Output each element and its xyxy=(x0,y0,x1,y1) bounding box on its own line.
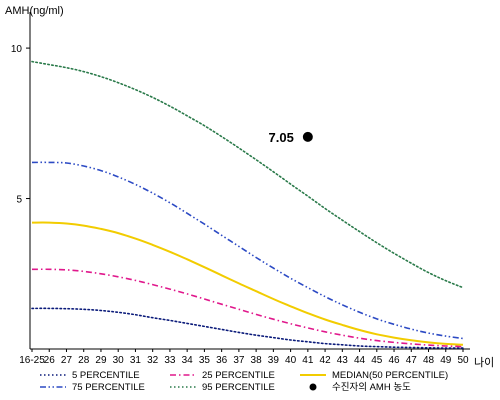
patient-point xyxy=(302,131,313,142)
x-tick-label: 33 xyxy=(164,355,176,366)
point-annotation: 7.05 xyxy=(269,130,294,145)
x-tick-label: 37 xyxy=(233,355,245,366)
x-tick-label: 48 xyxy=(423,355,435,366)
legend: 5 PERCENTILE 25 PERCENTILE MEDIAN(50 PERCE… xyxy=(40,370,448,393)
x-tick-label: 47 xyxy=(406,355,418,366)
x-tick-label: 16-25 xyxy=(19,355,45,366)
y-tick-label: 10 xyxy=(11,44,23,55)
x-tick-label: 43 xyxy=(337,355,349,366)
series-line-0 xyxy=(31,307,464,349)
x-tick-label: 36 xyxy=(216,355,228,366)
x-tick-label: 34 xyxy=(182,355,194,366)
x-tick-label: 49 xyxy=(440,355,452,366)
legend-label-1: 25 PERCENTILE xyxy=(202,370,275,381)
x-tick-label: 35 xyxy=(199,355,211,366)
x-tick-label: 40 xyxy=(285,355,297,366)
x-tick-label: 46 xyxy=(388,355,400,366)
x-tick-label: 32 xyxy=(147,355,159,366)
x-tick-label: 44 xyxy=(354,355,366,366)
x-tick-label: 31 xyxy=(130,355,142,366)
series-line-2 xyxy=(31,221,464,346)
y-tick-label: 5 xyxy=(16,195,22,206)
x-axis-label: 나이 xyxy=(474,356,494,369)
series-line-3 xyxy=(31,161,464,340)
legend-label-0: 5 PERCENTILE xyxy=(72,370,140,381)
x-tick-label: 26 xyxy=(44,355,56,366)
x-tick-label: 29 xyxy=(95,355,107,366)
x-tick-label: 42 xyxy=(320,355,332,366)
series-line-1 xyxy=(31,268,464,348)
legend-label-2: MEDIAN(50 PERCENTILE) xyxy=(332,370,448,381)
x-tick-label: 39 xyxy=(268,355,280,366)
legend-label-point: 수진자의 AMH 농도 xyxy=(332,382,411,393)
x-tick-label: 28 xyxy=(78,355,90,366)
y-axis-label: AMH(ng/ml) xyxy=(5,5,64,17)
legend-label-3: 75 PERCENTILE xyxy=(72,382,145,393)
series-line-4 xyxy=(31,60,464,289)
x-tick-label: 50 xyxy=(457,355,469,366)
legend-point-swatch xyxy=(309,383,317,391)
x-tick-label: 27 xyxy=(61,355,73,366)
x-tick-label: 38 xyxy=(251,355,263,366)
legend-label-4: 95 PERCENTILE xyxy=(202,382,275,393)
x-tick-label: 45 xyxy=(371,355,383,366)
x-tick-label: 30 xyxy=(113,355,125,366)
x-tick-label: 41 xyxy=(302,355,314,366)
